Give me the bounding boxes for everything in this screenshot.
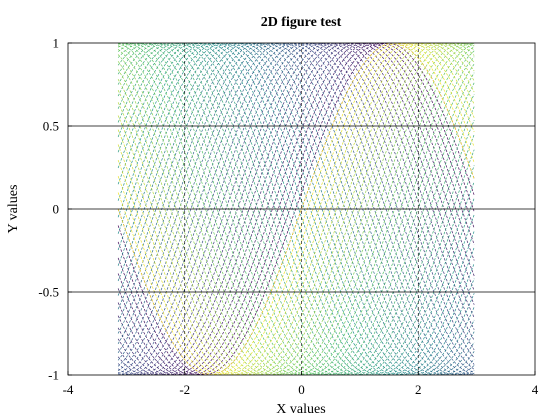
series-line	[117, 43, 475, 375]
series-line	[118, 43, 475, 375]
series-line	[117, 43, 475, 375]
series-line	[117, 43, 475, 375]
series-line	[117, 43, 475, 375]
series-line	[117, 43, 475, 375]
series-line	[117, 43, 475, 375]
y-tick-label: -1	[48, 368, 59, 383]
y-tick-label: -0.5	[38, 285, 59, 300]
series-line	[117, 43, 475, 375]
series-line	[117, 43, 475, 375]
series-line	[117, 43, 475, 375]
series-line	[117, 43, 475, 375]
x-tick-label: -4	[63, 382, 74, 397]
series-line	[117, 43, 475, 375]
chart-title: 2D figure test	[261, 15, 342, 30]
series-line	[117, 43, 475, 375]
x-tick-label: 2	[415, 382, 422, 397]
y-axis-label: Y values	[6, 185, 21, 234]
series-line	[117, 43, 475, 375]
series-line	[117, 43, 475, 375]
grid-layer	[68, 43, 535, 375]
series-line	[117, 43, 475, 375]
series-line	[117, 43, 475, 375]
series-line	[117, 43, 475, 375]
series-line	[118, 43, 475, 375]
y-tick-label: 0.5	[43, 119, 59, 134]
series-line	[117, 43, 475, 375]
x-tick-label: 4	[532, 382, 539, 397]
y-tick-label: 0	[53, 202, 60, 217]
series-line	[117, 43, 475, 375]
series-line	[117, 43, 475, 375]
series-layer	[117, 43, 475, 375]
series-line	[117, 43, 475, 375]
series-line	[117, 43, 475, 375]
series-line	[117, 43, 475, 375]
series-line	[117, 43, 475, 375]
series-line	[117, 43, 475, 375]
series-line	[117, 43, 475, 375]
series-line	[117, 43, 475, 375]
series-line	[117, 43, 475, 375]
series-line	[117, 43, 475, 375]
series-line	[117, 43, 475, 375]
series-line	[118, 43, 475, 375]
tick-layer: -4 -2 0 2 4 -1 -0.5 0 0.5 1	[38, 36, 538, 398]
series-line	[117, 43, 475, 375]
series-line	[117, 43, 475, 375]
x-axis-label: X values	[276, 402, 325, 417]
x-tick-label: -2	[179, 382, 190, 397]
series-line	[117, 43, 475, 375]
series-line	[117, 43, 475, 375]
series-line	[117, 43, 475, 375]
series-line	[117, 43, 475, 375]
series-line	[117, 43, 475, 375]
series-line	[117, 43, 475, 375]
series-line	[117, 43, 475, 375]
series-line	[117, 43, 475, 375]
series-line	[117, 43, 475, 375]
series-line	[117, 43, 475, 375]
series-line	[117, 43, 475, 375]
y-tick-label: 1	[53, 36, 60, 51]
series-line	[117, 43, 475, 375]
series-line	[117, 43, 475, 375]
series-line	[117, 43, 475, 375]
series-line	[117, 43, 475, 375]
series-line	[117, 43, 475, 375]
x-tick-label: 0	[298, 382, 305, 397]
